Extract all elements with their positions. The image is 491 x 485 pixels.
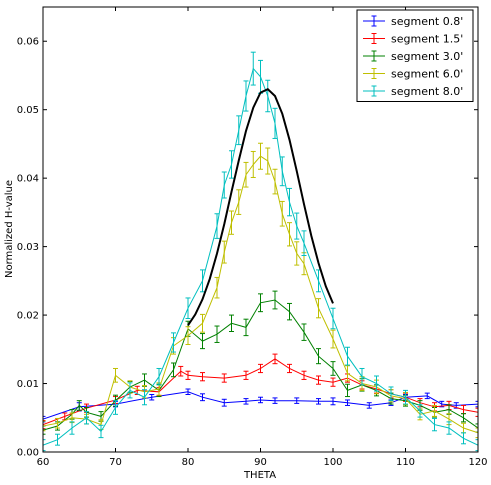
legend-label: segment 8.0' xyxy=(391,85,463,98)
legend-label: segment 1.5' xyxy=(391,33,463,46)
y-axis-title: Normalized H-value xyxy=(4,180,15,278)
series-line xyxy=(43,391,478,420)
x-tick-label: 100 xyxy=(323,457,342,468)
axes: 60 70 80 90 100 110 120 0.00 0.01 0.02 0.03 0.04 0.0… xyxy=(17,7,488,468)
legend-label: segment 0.8' xyxy=(391,15,463,28)
y-tick-label: 0.03 xyxy=(17,242,39,253)
x-tick-label: 110 xyxy=(396,457,415,468)
y-tick-label: 0.04 xyxy=(17,174,39,185)
series-line xyxy=(43,67,478,446)
legend-label: segment 3.0' xyxy=(391,50,463,63)
series-4 xyxy=(43,142,478,439)
plot-content xyxy=(43,51,478,452)
fit-curve xyxy=(187,88,334,326)
y-tick-label: 0.05 xyxy=(17,105,39,116)
legend-entry: segment 8.0' xyxy=(363,85,463,98)
x-axis-title: THETA xyxy=(243,470,276,481)
x-tick-label: 70 xyxy=(109,457,122,468)
y-tick-label: 0.00 xyxy=(17,448,39,459)
y-tick-label: 0.06 xyxy=(17,37,39,48)
legend-label: segment 6.0' xyxy=(391,68,463,81)
legend: segment 0.8' segment 1.5' segment 3.0' segm… xyxy=(356,9,474,102)
plot-area xyxy=(43,51,478,452)
x-tick-label: 90 xyxy=(254,457,267,468)
series-3 xyxy=(43,290,478,435)
x-tick-label: 80 xyxy=(182,457,195,468)
series-2 xyxy=(43,353,478,430)
x-tick-label: 60 xyxy=(37,457,50,468)
legend-entry: segment 1.5' xyxy=(363,33,463,46)
legend-entry: segment 6.0' xyxy=(363,68,463,81)
legend-entry: segment 0.8' xyxy=(363,15,463,28)
legend-entry: segment 3.0' xyxy=(363,50,463,63)
y-tick-label: 0.01 xyxy=(17,379,39,390)
series-line xyxy=(43,299,478,431)
y-tick-label: 0.02 xyxy=(17,311,39,322)
x-tick-label: 120 xyxy=(468,457,487,468)
series-5 xyxy=(43,51,478,452)
